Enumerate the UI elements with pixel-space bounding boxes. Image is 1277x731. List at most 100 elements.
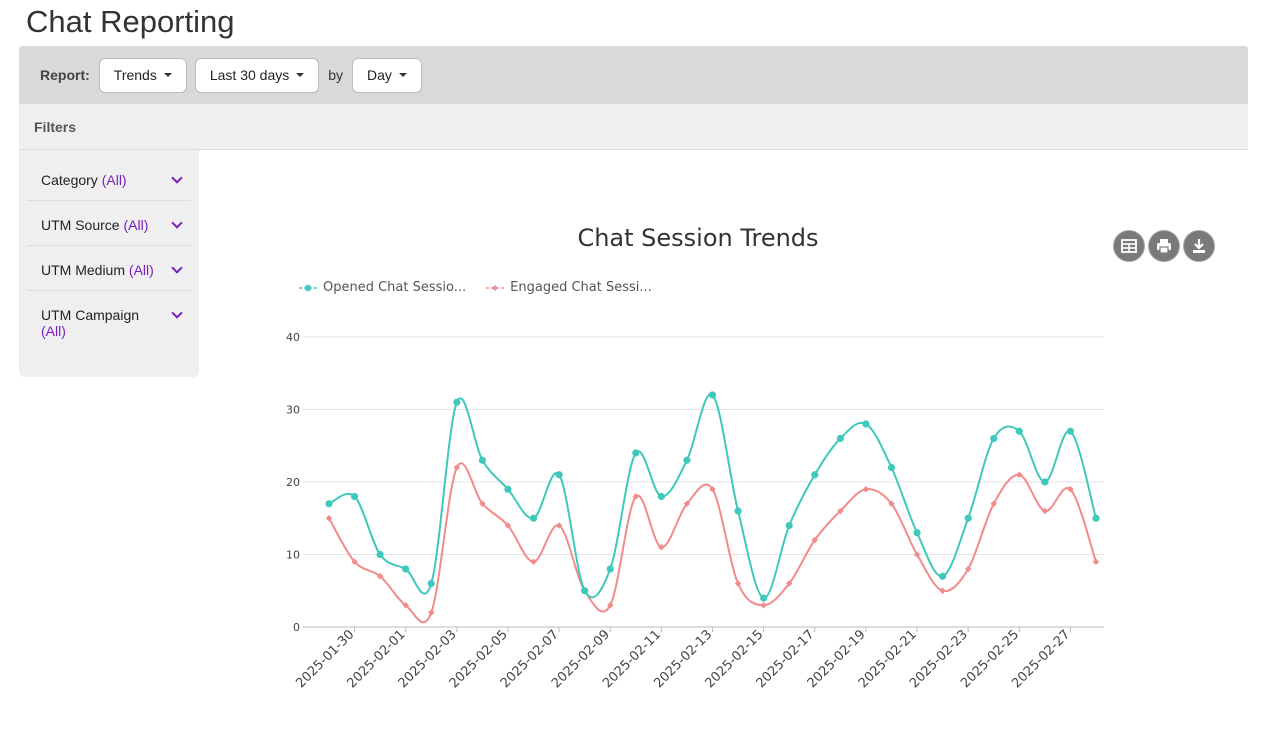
data-point-opened <box>632 449 640 457</box>
data-point-engaged <box>1092 558 1100 565</box>
data-point-opened <box>1041 478 1049 486</box>
data-point-opened <box>555 471 563 479</box>
data-point-engaged <box>709 486 716 493</box>
chart-title: Chat Session Trends <box>577 224 819 252</box>
print-button[interactable] <box>1148 230 1180 262</box>
data-point-engaged <box>683 500 691 507</box>
data-point-engaged <box>990 500 997 507</box>
data-point-opened <box>350 492 359 501</box>
legend-item-opened[interactable]: Opened Chat Sessio... <box>299 280 466 295</box>
data-point-opened <box>913 529 921 537</box>
data-point-opened <box>708 391 717 399</box>
filters-header: Filters <box>19 104 1248 150</box>
filter-value: (All) <box>101 172 127 188</box>
data-point-opened <box>990 434 998 443</box>
data-point-opened <box>862 420 870 428</box>
data-point-engaged <box>428 609 435 616</box>
caret-down-icon <box>163 73 172 77</box>
data-point-engaged <box>479 500 486 507</box>
legend-item-engaged[interactable]: Engaged Chat Sessi... <box>486 280 652 295</box>
chart-panel: Chat Session Trends <box>199 150 1248 731</box>
data-point-opened <box>734 507 742 515</box>
data-point-engaged <box>658 544 665 551</box>
data-point-engaged <box>1041 507 1049 515</box>
filter-value: (All) <box>123 217 149 233</box>
report-label: Report: <box>40 67 90 83</box>
data-point-opened <box>427 579 435 588</box>
filter-utm-source[interactable]: UTM Source (All) <box>27 201 191 246</box>
interval-value: Day <box>367 67 392 83</box>
data-point-opened <box>402 565 410 573</box>
filter-utm-campaign[interactable]: UTM Campaign (All) <box>27 291 191 351</box>
data-point-engaged <box>760 602 767 609</box>
data-point-engaged <box>939 587 946 594</box>
by-label: by <box>328 67 344 83</box>
data-point-opened <box>760 594 768 602</box>
data-point-opened <box>529 514 538 522</box>
chart-legend: Opened Chat Sessio... Engaged Chat Sessi… <box>299 280 652 295</box>
data-point-opened <box>606 565 614 573</box>
data-point-engaged <box>504 522 512 529</box>
y-tick-label: 30 <box>286 404 300 417</box>
data-point-engaged <box>837 507 844 515</box>
data-point-engaged <box>734 580 742 587</box>
report-type-dropdown[interactable]: Trends <box>98 57 187 93</box>
data-point-engaged <box>913 551 921 558</box>
filter-label: UTM Source <box>41 217 120 233</box>
data-point-engaged <box>376 573 384 580</box>
chevron-down-icon[interactable] <box>171 307 183 319</box>
y-tick-label: 10 <box>286 549 300 562</box>
data-point-opened <box>811 471 819 479</box>
data-point-opened <box>581 587 589 595</box>
chevron-down-icon[interactable] <box>171 172 183 184</box>
data-point-engaged <box>530 558 537 565</box>
data-point-opened <box>1066 427 1075 435</box>
y-tick-label: 40 <box>286 331 300 344</box>
date-range-value: Last 30 days <box>209 67 290 83</box>
filter-category[interactable]: Category (All) <box>27 156 191 201</box>
data-point-engaged <box>351 558 358 565</box>
chevron-down-icon[interactable] <box>171 217 183 229</box>
data-point-opened <box>657 492 665 501</box>
data-point-engaged <box>325 515 333 522</box>
data-point-engaged <box>786 580 793 587</box>
data-point-opened <box>785 521 793 530</box>
y-tick-label: 20 <box>286 476 300 489</box>
report-type-value: Trends <box>113 67 157 83</box>
download-button[interactable] <box>1183 230 1215 262</box>
data-point-engaged <box>964 565 972 573</box>
filters-title: Filters <box>34 118 77 135</box>
series-line-opened <box>328 393 1097 599</box>
download-icon <box>1193 239 1205 253</box>
filter-utm-medium[interactable]: UTM Medium (All) <box>27 246 191 291</box>
data-point-engaged <box>862 486 870 493</box>
print-icon <box>1157 239 1171 254</box>
data-point-engaged <box>453 464 461 471</box>
filter-value: (All) <box>128 262 154 278</box>
filter-value: (All) <box>41 323 66 339</box>
table-icon <box>1121 239 1137 253</box>
data-point-opened <box>325 500 333 508</box>
data-point-engaged <box>555 522 563 529</box>
caret-down-icon <box>296 73 305 77</box>
data-point-opened <box>1092 514 1100 522</box>
data-point-engaged <box>888 500 895 507</box>
data-point-opened <box>453 398 461 406</box>
filter-label: UTM Medium <box>41 262 126 278</box>
table-view-button[interactable] <box>1113 230 1145 262</box>
data-point-opened <box>836 434 844 443</box>
data-point-engaged <box>607 602 614 609</box>
date-range-dropdown[interactable]: Last 30 days <box>194 57 320 93</box>
data-point-opened <box>683 456 691 464</box>
data-point-engaged <box>402 602 409 609</box>
filters-sidebar: Category (All) UTM Source (All) UTM Medi… <box>19 150 199 377</box>
interval-dropdown[interactable]: Day <box>352 57 422 93</box>
legend-label: Engaged Chat Sessi... <box>510 280 652 295</box>
caret-down-icon <box>398 73 407 77</box>
report-toolbar: Report: Trends Last 30 days by Day <box>19 46 1248 104</box>
legend-circle-marker-icon <box>299 284 317 291</box>
filter-label: Category <box>41 172 98 188</box>
legend-label: Opened Chat Sessio... <box>323 280 467 295</box>
data-point-opened <box>478 456 486 464</box>
chevron-down-icon[interactable] <box>171 262 183 274</box>
